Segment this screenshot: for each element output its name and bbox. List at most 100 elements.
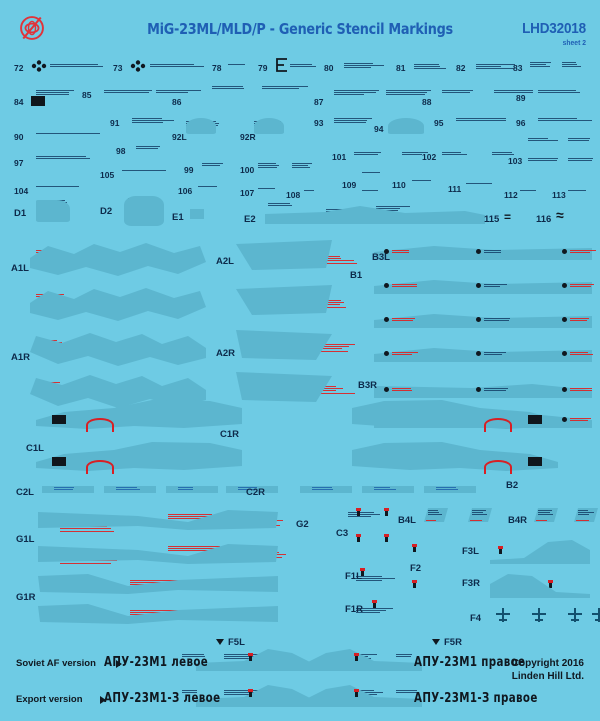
stencil-text-block	[228, 64, 246, 66]
seeker-head-icon-3	[354, 534, 363, 543]
fastener-icon	[476, 351, 481, 356]
pylon-text-right-1: АПУ-23М1 правое	[414, 655, 525, 670]
marking-number-106: 106	[178, 186, 192, 196]
film-patch-d2	[124, 196, 164, 226]
stencil-text-block	[538, 118, 592, 122]
stencil-text-block	[354, 152, 382, 156]
marking-number-92l: 92L	[172, 132, 187, 142]
seeker-head-icon-6	[410, 580, 419, 589]
part-label-f1r: F1R	[345, 604, 363, 615]
stencil-text-block	[392, 318, 418, 322]
part-label-a2l: A2L	[216, 256, 234, 267]
black-panel-c1l-1	[52, 415, 66, 424]
stencil-text-block	[484, 352, 510, 356]
decal-sheet: MiG-23ML/MLD/P - Generic Stencil Marking…	[0, 0, 600, 721]
part-label-f4: F4	[470, 613, 481, 624]
aircraft-silhouette-icon-4	[592, 608, 600, 622]
wing-decal-a2l-1	[236, 240, 332, 272]
fastener-icon	[476, 249, 481, 254]
red-arc-c1l-1	[86, 418, 114, 432]
black-panel-c1r-2	[528, 457, 542, 466]
fuselage-decal-g1r-1	[38, 570, 278, 596]
stencil-text-block	[528, 158, 558, 162]
stencil-text-block	[136, 146, 166, 150]
aircraft-silhouette-icon-2	[532, 608, 546, 622]
stencil-text-block	[412, 180, 436, 182]
stencil-text-block	[392, 388, 418, 392]
stencil-text-block	[362, 190, 384, 192]
chevron-down-icon	[432, 639, 440, 645]
stencil-text-block	[178, 487, 202, 491]
copyright-line-2: Linden Hill Ltd.	[512, 670, 584, 683]
marking-number-111: 111	[448, 184, 461, 194]
fastener-icon	[562, 351, 567, 356]
seeker-head-icon-1	[354, 508, 363, 517]
stencil-text-block	[536, 520, 550, 522]
fastener-icon	[476, 387, 481, 392]
stencil-text-block	[436, 487, 460, 491]
marking-number-82: 82	[456, 63, 465, 73]
part-label-e2: E2	[244, 214, 256, 225]
stencil-text-block	[54, 487, 78, 491]
part-label-f3r: F3R	[462, 578, 480, 589]
fin-decal-f3r	[490, 572, 590, 600]
fastener-icon	[476, 317, 481, 322]
film-patch-92l	[186, 118, 216, 134]
pylon-decal-f5r-soviet	[302, 645, 422, 675]
fuselage-decal-g1l-2	[38, 540, 278, 566]
pylon-seeker-icon	[246, 653, 255, 662]
wing-decal-a2r-1	[236, 330, 332, 362]
stencil-text-block	[570, 388, 596, 392]
stencil-text-block	[472, 510, 488, 517]
stencil-text-block	[292, 163, 316, 170]
stencil-text-block	[156, 90, 208, 94]
part-label-f2: F2	[410, 563, 421, 574]
stencil-text-block	[426, 520, 440, 522]
part-label-g1r: G1R	[16, 592, 36, 603]
black-panel-84	[31, 96, 45, 106]
marking-number-108: 108	[286, 190, 300, 200]
stencil-text-block	[428, 510, 444, 517]
stencil-text-block	[570, 284, 596, 288]
stencil-text-block	[442, 152, 470, 156]
black-panel-c1r-1	[528, 415, 542, 424]
red-arc-c1l-2	[86, 460, 114, 474]
stencil-text-block	[528, 138, 558, 142]
stencil-text-block	[494, 90, 538, 94]
marking-number-89: 89	[516, 93, 525, 103]
fin-decal-f3l	[490, 538, 590, 566]
fastener-icon	[384, 283, 389, 288]
fastener-icon	[562, 317, 567, 322]
pylon-text-right-2: АПУ-23М1-З правое	[414, 691, 538, 706]
film-patch-92r	[254, 118, 284, 134]
wing-decal-a1r-1	[28, 330, 208, 372]
marking-number-93: 93	[314, 118, 323, 128]
marking-number-112: 112	[504, 190, 518, 200]
fastener-icon	[384, 387, 389, 392]
stencil-text-block	[476, 64, 516, 71]
marking-number-104: 104	[14, 186, 28, 196]
marker-116-glyph: ≈	[556, 207, 564, 223]
seeker-head-icon-5	[410, 544, 419, 553]
part-label-c3: C3	[336, 528, 348, 539]
stencil-text-block	[290, 64, 326, 68]
fastener-icon	[562, 387, 567, 392]
stencil-text-block	[36, 156, 98, 160]
fastener-icon	[476, 283, 481, 288]
stencil-text-block	[116, 487, 140, 491]
stencil-text-block	[392, 284, 418, 288]
part-label-a2r: A2R	[216, 348, 235, 359]
wing-decal-a2r-2	[236, 372, 332, 404]
sheet-code-value: LHD32018	[522, 20, 586, 37]
stencil-text-block	[262, 86, 310, 90]
part-label-b4l: B4L	[398, 515, 416, 526]
stencil-text-block	[442, 90, 486, 94]
aircraft-silhouette-icon-3	[568, 608, 582, 622]
stencil-text-block	[578, 510, 594, 517]
marking-number-99: 99	[184, 165, 193, 175]
marking-number-103: 103	[508, 156, 522, 166]
stencil-text-block	[392, 352, 418, 356]
stencil-text-block	[520, 190, 540, 192]
part-label-b4r: B4R	[508, 515, 527, 526]
stencil-text-block	[568, 138, 594, 142]
